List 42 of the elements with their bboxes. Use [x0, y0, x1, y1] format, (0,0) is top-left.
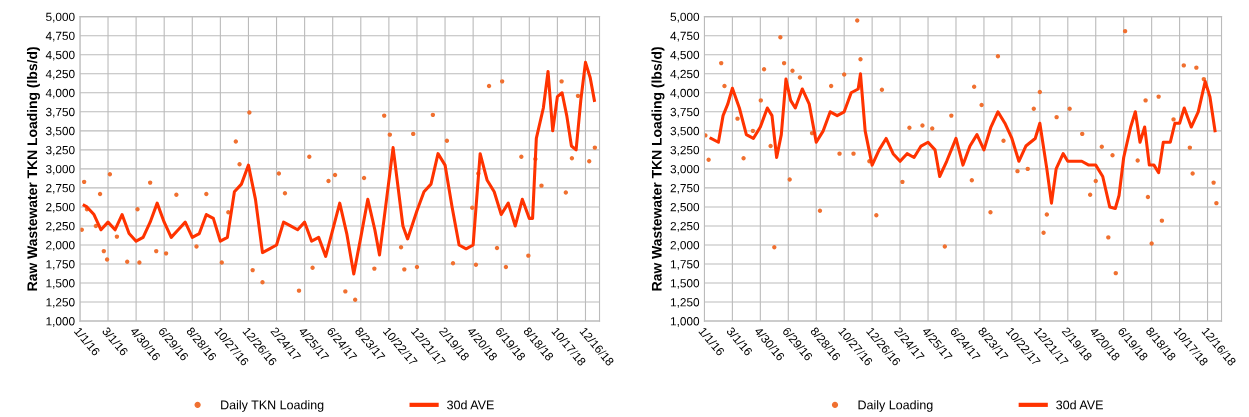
y-tick-label: 2,500: [670, 202, 700, 213]
legend-label: 30d AVE: [447, 400, 494, 410]
y-tick-label: 1,750: [46, 260, 75, 270]
y-tick-label: 2,250: [46, 222, 75, 232]
y-tick-label: 5,000: [670, 12, 700, 23]
y-tick-label: 1,250: [670, 298, 700, 308]
y-tick-label: 4,000: [670, 88, 700, 99]
y-tick-label: 3,500: [670, 126, 700, 137]
y-tick-label: 3,000: [45, 164, 75, 175]
legend-label: Daily TKN Loading: [221, 400, 324, 412]
y-tick-label: 4,500: [670, 50, 700, 61]
y-tick-label: 4,750: [670, 31, 700, 42]
y-tick-label: 1,250: [46, 298, 75, 308]
y-tick-label: 3,250: [45, 145, 75, 156]
line-series: [82, 60, 596, 276]
y-tick-label: 1,500: [670, 279, 700, 289]
y-tick-label: 2,000: [46, 241, 75, 251]
legend-label: 30d AVE: [1056, 400, 1103, 410]
y-tick-label: 3,500: [45, 126, 75, 137]
y-tick-label: 4,750: [45, 31, 75, 42]
y-tick-label: 2,750: [670, 183, 700, 194]
y-tick-label: 1,750: [670, 260, 700, 270]
y-tick-label: 1,000: [46, 317, 75, 327]
y-tick-label: 1,500: [46, 279, 75, 289]
legend-label: Daily Loading: [858, 400, 933, 412]
y-tick-label: 4,500: [45, 50, 75, 61]
line-series: [709, 72, 1217, 210]
y-tick-label: 3,250: [670, 145, 700, 156]
y-tick-label: 5,000: [46, 12, 75, 23]
y-tick-label: 4,250: [45, 69, 75, 80]
y-tick-label: 4,250: [670, 69, 700, 80]
y-tick-label: 2,750: [46, 183, 75, 194]
y-tick-label: 3,750: [670, 107, 700, 118]
y-tick-label: 2,500: [46, 202, 75, 213]
y-axis-title: Raw Wastewater TKN Loading (lbs/d): [26, 47, 40, 291]
y-tick-label: 3,000: [670, 164, 700, 175]
y-tick-label: 2,000: [670, 241, 700, 251]
y-tick-label: 4,000: [45, 88, 75, 99]
y-tick-label: 1,000: [670, 317, 700, 327]
y-tick-label: 3,750: [45, 107, 75, 118]
y-tick-label: 2,250: [670, 222, 700, 232]
y-axis-title: Raw Wastewater TKN Loading (lbs/d): [651, 47, 665, 291]
